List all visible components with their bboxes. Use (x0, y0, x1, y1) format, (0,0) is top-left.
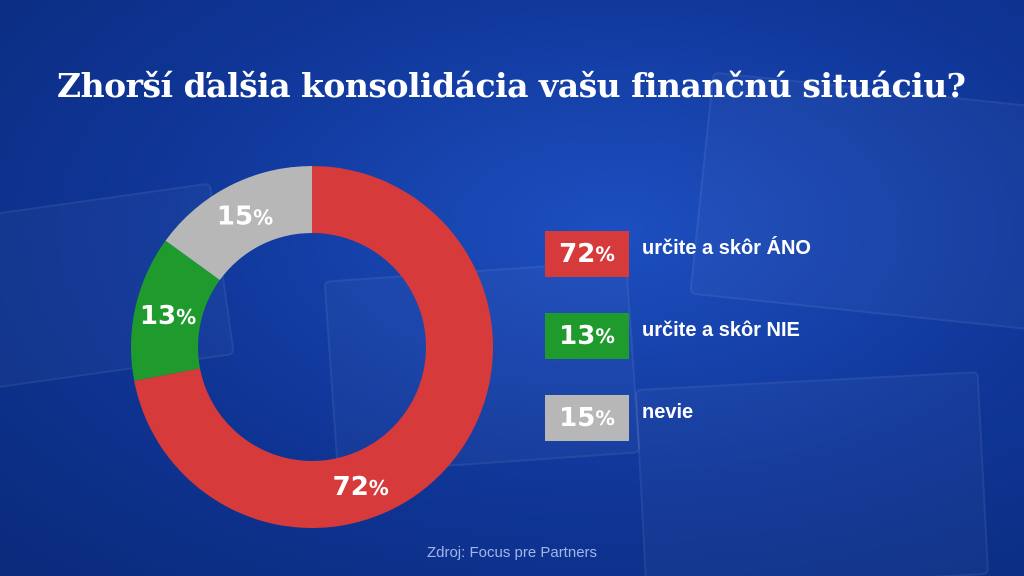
legend-item-ano: 72% určite a skôr ÁNO (545, 231, 811, 277)
legend-unit-ano: % (595, 242, 615, 266)
donut-slice-nie (131, 240, 220, 381)
legend-value-nevie: 15 (559, 403, 596, 433)
legend-unit-nevie: % (595, 406, 615, 430)
slice-label-nie: 13% (140, 301, 196, 331)
legend-unit-nie: % (595, 324, 615, 348)
legend-item-nie: 13% určite a skôr NIE (545, 313, 800, 359)
slice-label-nevie: 15% (217, 202, 273, 232)
legend-item-nevie: 15% nevie (545, 395, 693, 441)
legend-swatch-nie: 13% (545, 313, 629, 359)
source-note: Zdroj: Focus pre Partners (426, 544, 598, 561)
legend-label-nie: určite a skôr NIE (642, 318, 800, 341)
legend-label-ano: určite a skôr ÁNO (642, 236, 811, 259)
donut-slice-ano (134, 166, 494, 529)
legend-swatch-nevie: 15% (545, 395, 629, 441)
legend-label-nevie: nevie (642, 400, 694, 423)
donut-slice-nevie (165, 166, 312, 280)
legend-swatch-ano: 72% (545, 231, 629, 277)
legend-value-nie: 13 (559, 321, 596, 351)
legend-value-ano: 72 (559, 239, 596, 269)
chart-title: Zhorší ďalšia konsolidácia vašu finančnú… (57, 66, 966, 105)
slice-label-ano: 72% (333, 472, 389, 502)
